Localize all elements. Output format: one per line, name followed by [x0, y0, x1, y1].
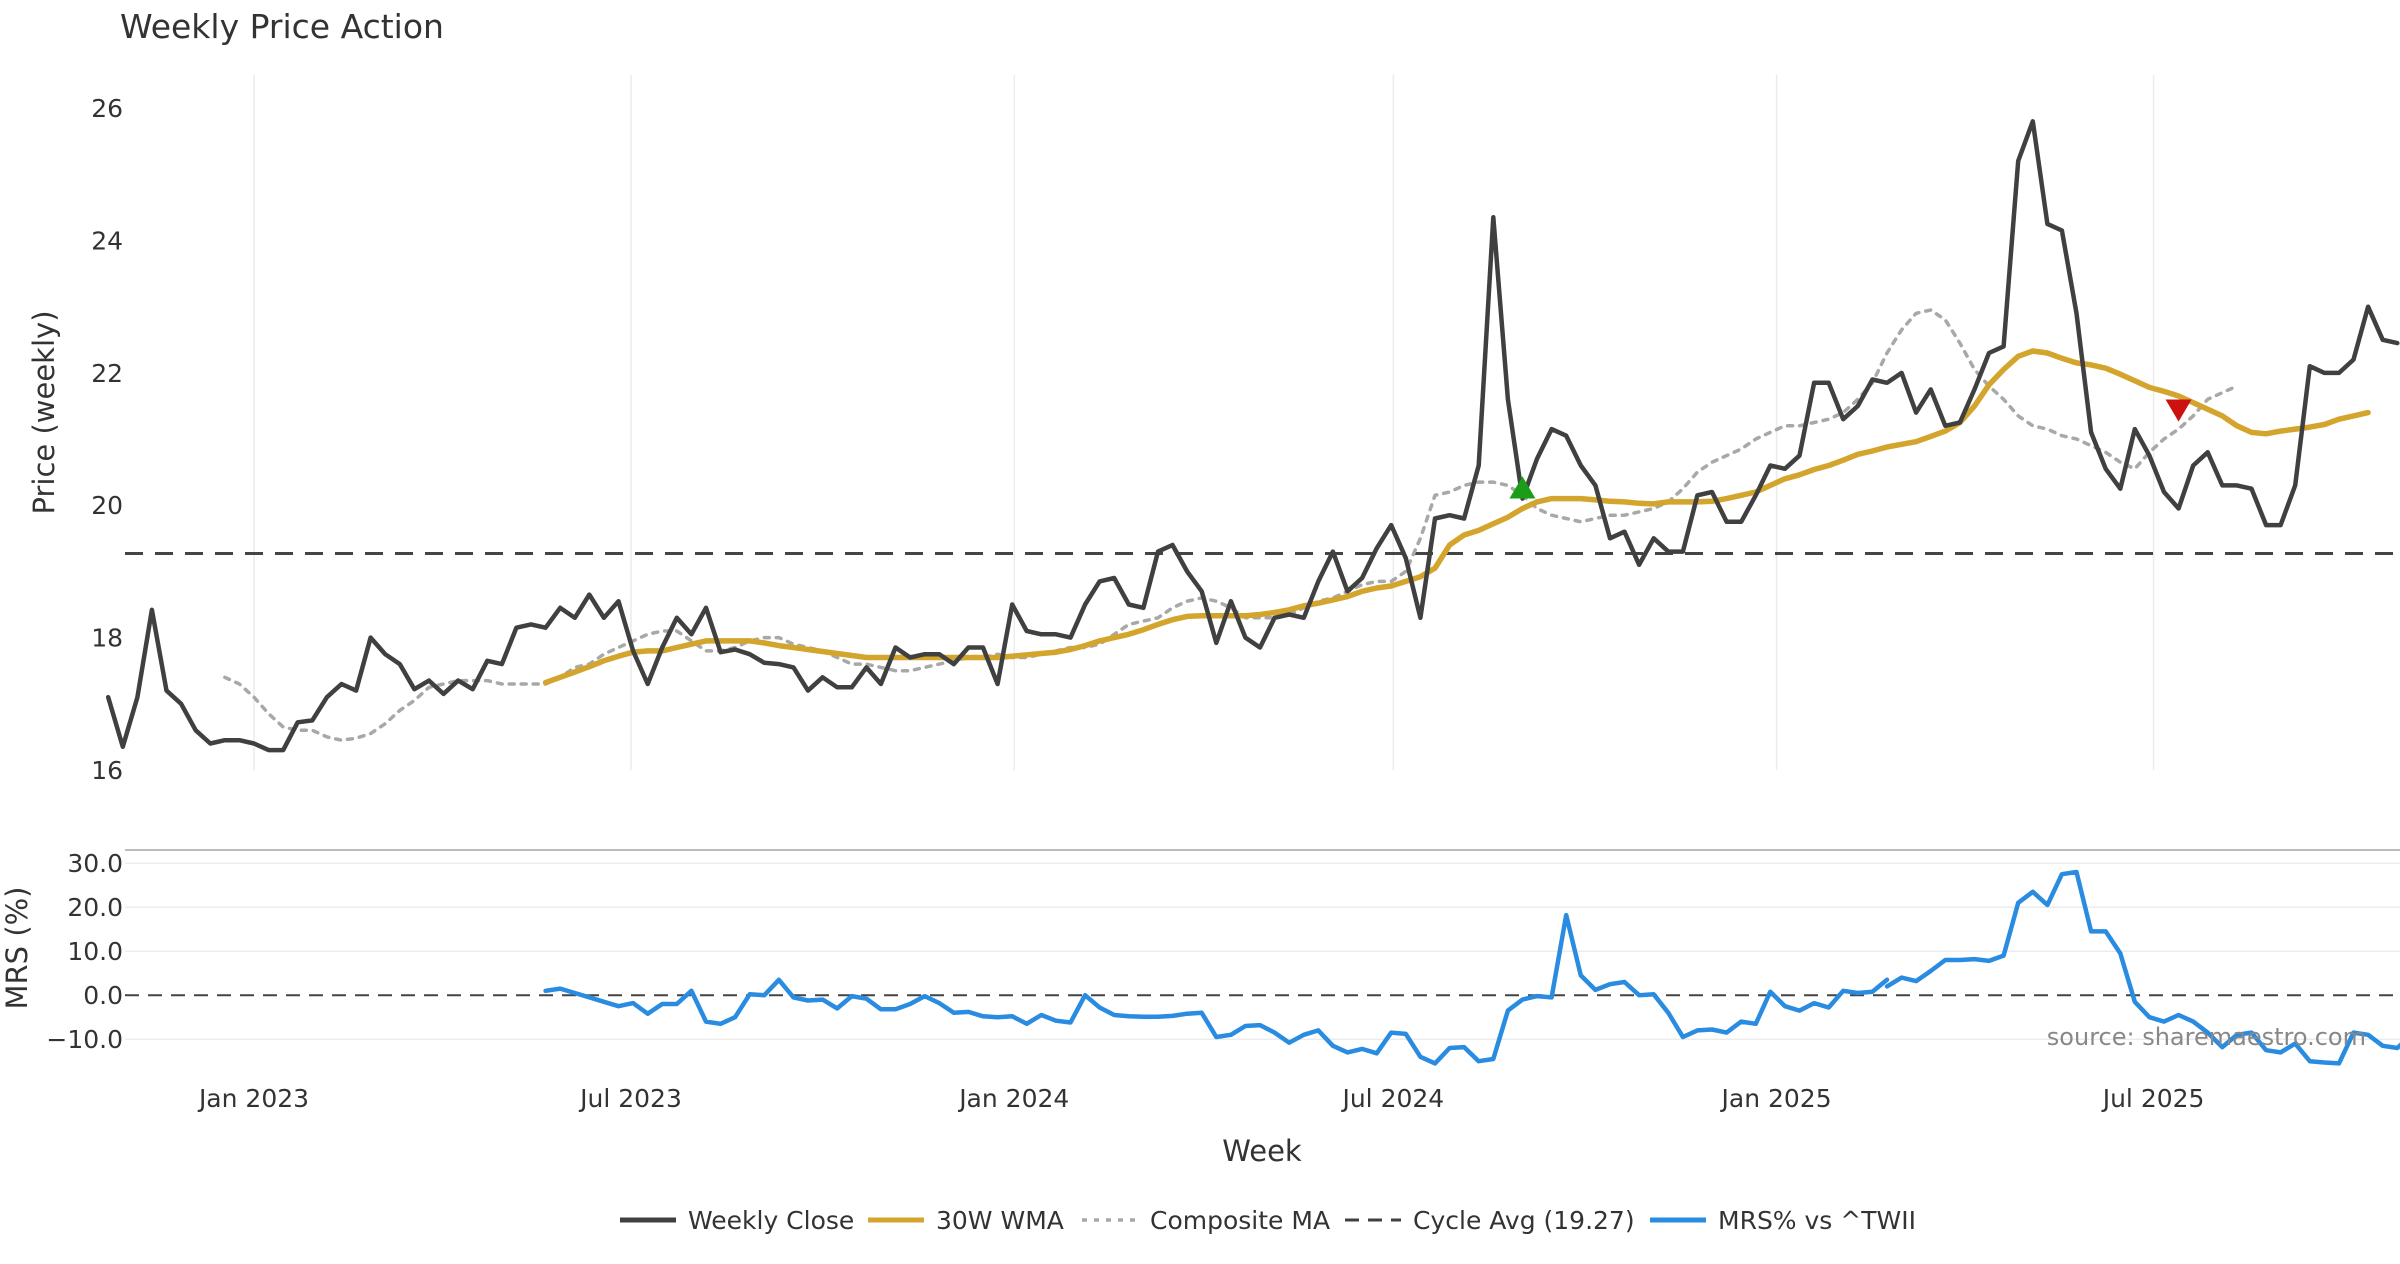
sell-signal-marker — [2165, 399, 2192, 422]
legend-label: 30W WMA — [936, 1206, 1064, 1235]
price-y-tick-label: 22 — [91, 359, 123, 388]
source-credit: source: sharemaestro.com — [2047, 1023, 2366, 1051]
x-tick-label: Jul 2024 — [1340, 1084, 1444, 1113]
legend-item: Cycle Avg (19.27) — [1345, 1206, 1635, 1235]
mrs-line-segment — [543, 912, 1890, 1066]
x-tick-label: Jan 2023 — [197, 1084, 309, 1113]
price-y-tick-label: 16 — [91, 756, 123, 785]
mrs-axis-label: MRS (%) — [0, 887, 34, 1010]
mrs-y-tick-label: 0.0 — [83, 981, 123, 1010]
legend-label: Weekly Close — [688, 1206, 854, 1235]
legend-item: 30W WMA — [868, 1206, 1064, 1235]
price-axis-label: Price (weekly) — [27, 310, 61, 514]
mrs-y-tick-label: 30.0 — [67, 849, 123, 878]
legend-item: MRS% vs ^TWII — [1650, 1206, 1916, 1235]
x-axis-label: Week — [1222, 1134, 1302, 1168]
x-tick-label: Jul 2025 — [2101, 1084, 2205, 1113]
x-tick-label: Jul 2023 — [578, 1084, 682, 1113]
buy-signal-marker — [1509, 476, 1536, 499]
price-y-tick-label: 18 — [91, 624, 123, 653]
mrs-y-tick-label: 10.0 — [67, 937, 123, 966]
legend-item: Composite MA — [1082, 1206, 1330, 1235]
weekly-close-line — [105, 119, 2400, 753]
price-y-tick-label: 24 — [91, 226, 123, 255]
chart-legend: Weekly Close 30W WMA Composite MA Cycle Avg… — [620, 1206, 1916, 1235]
price-y-tick-label: 26 — [91, 94, 123, 123]
x-tick-label: Jan 2024 — [957, 1084, 1069, 1113]
legend-item: Weekly Close — [620, 1206, 854, 1235]
price-y-tick-label: 20 — [91, 491, 123, 520]
mrs-line-segment — [1884, 869, 2400, 1066]
mrs-y-tick-label: 20.0 — [67, 893, 123, 922]
legend-label: MRS% vs ^TWII — [1718, 1206, 1916, 1235]
x-tick-label: Jan 2025 — [1720, 1084, 1832, 1113]
mrs-y-tick-label: −10.0 — [46, 1025, 123, 1054]
wma-30w-line — [542, 348, 2371, 686]
chart-title: Weekly Price Action — [120, 7, 444, 46]
legend-label: Composite MA — [1150, 1206, 1330, 1235]
legend-label: Cycle Avg (19.27) — [1413, 1206, 1635, 1235]
